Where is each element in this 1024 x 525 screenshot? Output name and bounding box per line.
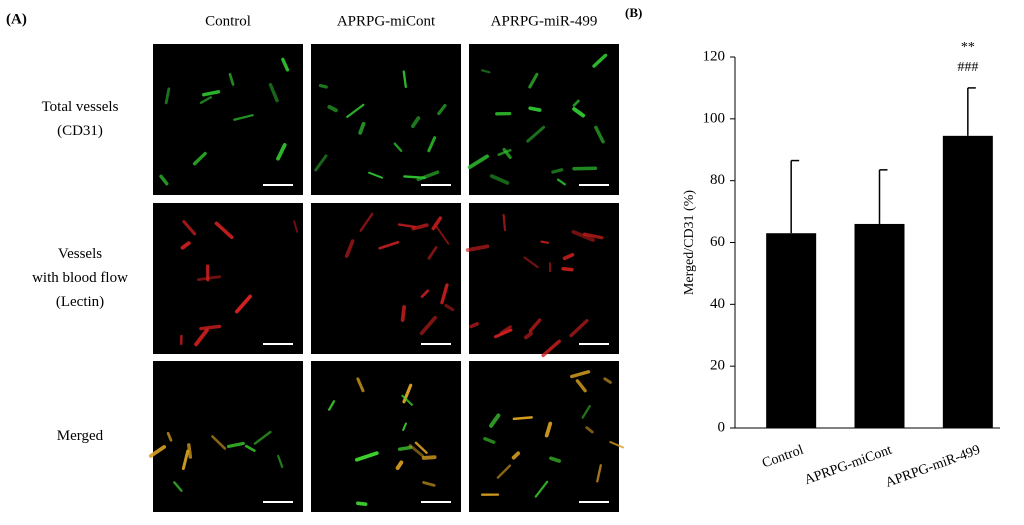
significance: ** xyxy=(961,40,975,55)
chart: Merged/CD31 (%)020406080100120ControlAPR… xyxy=(682,40,1000,491)
y-axis-label: Merged/CD31 (%) xyxy=(682,190,697,295)
micrograph xyxy=(153,203,303,354)
vessel xyxy=(551,458,559,461)
micrograph xyxy=(469,203,619,354)
x-tick-label: Control xyxy=(760,443,805,472)
vessel xyxy=(403,307,404,320)
bar xyxy=(943,136,993,428)
micrograph xyxy=(311,361,461,512)
column-label: Control xyxy=(205,13,251,29)
row-label: with blood flow xyxy=(32,270,128,286)
bar xyxy=(855,224,905,428)
vessel xyxy=(424,457,435,458)
vessel xyxy=(541,242,548,243)
x-tick-label: APRPG-miR-499 xyxy=(884,443,983,491)
vessel xyxy=(201,326,220,328)
y-tick-label: 120 xyxy=(703,48,726,64)
x-tick-label: APRPG-miCont xyxy=(803,443,894,489)
column-label: APRPG-miCont xyxy=(337,13,436,29)
vessel xyxy=(530,108,540,110)
y-tick-label: 60 xyxy=(710,234,725,250)
vessel xyxy=(471,324,477,327)
vessel xyxy=(320,86,326,87)
significance: ### xyxy=(957,60,978,75)
panel-label: (B) xyxy=(625,5,642,20)
vessel xyxy=(358,503,366,504)
row-label: Total vessels xyxy=(42,99,119,115)
row-label: (CD31) xyxy=(57,123,103,139)
row-label: Merged xyxy=(57,428,104,444)
bar xyxy=(766,233,816,428)
vessel xyxy=(563,269,572,270)
micrograph xyxy=(153,361,303,512)
vessel xyxy=(404,176,424,177)
micrograph xyxy=(469,361,619,512)
row-label: Vessels xyxy=(58,246,102,262)
vessel xyxy=(514,417,532,419)
y-tick-label: 40 xyxy=(710,296,725,312)
y-tick-label: 80 xyxy=(710,172,725,188)
vessel xyxy=(504,215,505,230)
row-label: (Lectin) xyxy=(56,294,104,310)
y-tick-label: 0 xyxy=(718,419,726,435)
y-tick-label: 100 xyxy=(703,110,726,126)
micrograph xyxy=(469,44,619,195)
image-grid: Control APRPG-miCont APRPG-miR-499 Total ve… xyxy=(32,13,623,512)
panel-label: (A) xyxy=(6,11,27,27)
micrograph xyxy=(311,203,461,354)
micrograph xyxy=(153,44,303,195)
vessel xyxy=(400,448,411,450)
column-label: APRPG-miR-499 xyxy=(491,13,598,29)
vessel xyxy=(553,170,562,172)
y-tick-label: 20 xyxy=(710,358,725,374)
